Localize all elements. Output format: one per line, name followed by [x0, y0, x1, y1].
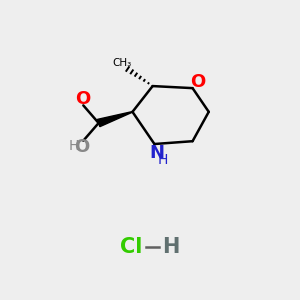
Text: O: O — [74, 138, 90, 156]
Text: Cl: Cl — [120, 237, 142, 257]
Text: H: H — [69, 139, 79, 153]
Text: CH₃: CH₃ — [113, 58, 132, 68]
Text: H: H — [162, 237, 179, 257]
Text: H: H — [158, 153, 168, 167]
Polygon shape — [98, 112, 133, 127]
Text: O: O — [190, 73, 206, 91]
Text: O: O — [75, 90, 90, 108]
Text: N: N — [149, 144, 164, 162]
